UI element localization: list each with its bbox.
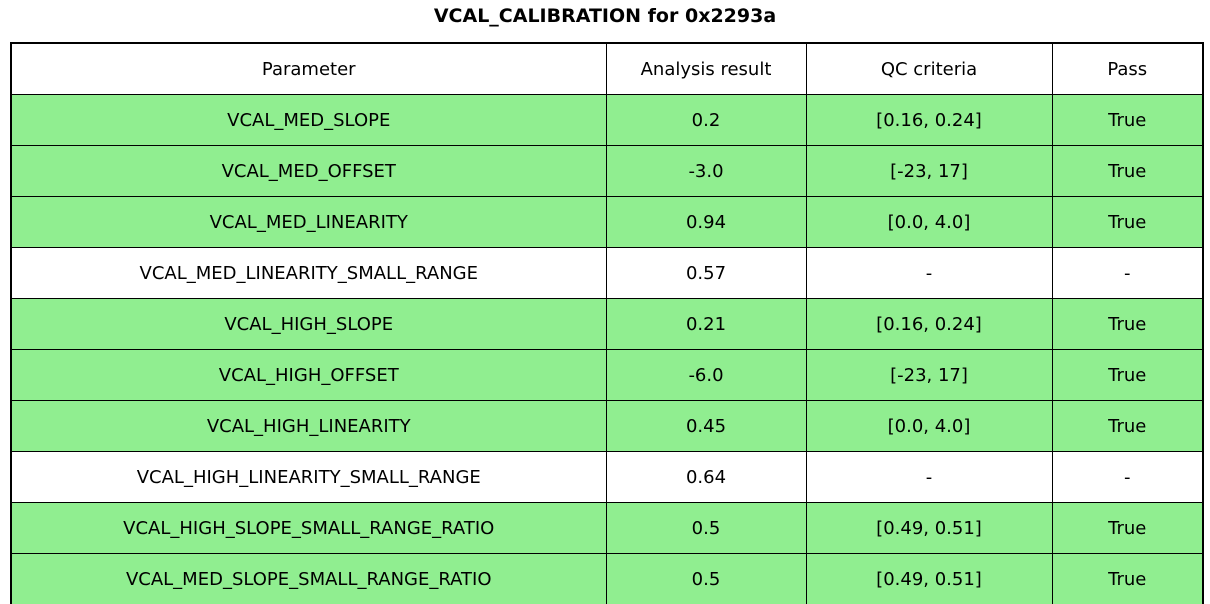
page-title: VCAL_CALIBRATION for 0x2293a [433,5,777,27]
cell-analysis-result: 0.45 [605,400,807,452]
cell-pass: True [1051,196,1204,248]
col-header-qc-criteria: QC criteria [805,42,1053,95]
table-row: VCAL_MED_LINEARITY_SMALL_RANGE 0.57- - [10,247,1204,299]
table-row: VCAL_HIGH_LINEARITY_SMALL_RANGE 0.64- - [10,451,1204,503]
cell-analysis-result: 0.64 [605,451,807,503]
cell-pass: True [1051,502,1204,554]
cell-qc-criteria: [-23, 17] [805,349,1053,401]
cell-parameter: VCAL_HIGH_LINEARITY_SMALL_RANGE [10,451,607,503]
table-row: VCAL_HIGH_SLOPE 0.21 [0.16, 0.24] True [10,298,1204,350]
cell-parameter: VCAL_HIGH_SLOPE [10,298,607,350]
cell-pass: True [1051,553,1204,604]
cell-parameter: VCAL_HIGH_SLOPE_SMALL_RANGE_RATIO [10,502,607,554]
cell-parameter: VCAL_HIGH_LINEARITY [10,400,607,452]
cell-analysis-result: 0.21 [605,298,807,350]
cell-pass: - [1051,451,1204,503]
cell-parameter: VCAL_HIGH_OFFSET [10,349,607,401]
table-row: VCAL_HIGH_SLOPE_SMALL_RANGE_RATIO 0.5 [0.4… [10,502,1204,554]
cell-qc-criteria: - [805,247,1053,299]
col-header-analysis-result: Analysis result [605,42,807,95]
col-header-pass: Pass [1051,42,1204,95]
cell-qc-criteria: [0.0, 4.0] [805,196,1053,248]
table-row: VCAL_HIGH_OFFSET -6.0 [-23, 17] True [10,349,1204,401]
cell-pass: True [1051,145,1204,197]
cell-qc-criteria: [0.16, 0.24] [805,94,1053,146]
cell-analysis-result: 0.5 [605,502,807,554]
cell-analysis-result: 0.94 [605,196,807,248]
table-row: VCAL_MED_SLOPE_SMALL_RANGE_RATIO 0.5 [0.49… [10,553,1204,604]
cell-analysis-result: 0.57 [605,247,807,299]
cell-qc-criteria: [0.16, 0.24] [805,298,1053,350]
cell-analysis-result: -3.0 [605,145,807,197]
cell-qc-criteria: [0.0, 4.0] [805,400,1053,452]
cell-pass: True [1051,298,1204,350]
table-row: VCAL_MED_OFFSET -3.0 [-23, 17] True [10,145,1204,197]
table-row: VCAL_HIGH_LINEARITY 0.45 [0.0, 4.0] True [10,400,1204,452]
cell-analysis-result: 0.2 [605,94,807,146]
header-row: Parameter Analysis result QC criteria Pa… [10,42,1204,95]
cell-parameter: VCAL_MED_OFFSET [10,145,607,197]
cell-pass: True [1051,94,1204,146]
cell-parameter: VCAL_MED_SLOPE [10,94,607,146]
cell-pass: True [1051,349,1204,401]
cell-qc-criteria: [0.49, 0.51] [805,502,1053,554]
table-row: VCAL_MED_SLOPE 0.2 [0.16, 0.24] True [10,94,1204,146]
cell-pass: True [1051,400,1204,452]
table-row: VCAL_MED_LINEARITY 0.94 [0.0, 4.0] True [10,196,1204,248]
cell-parameter: VCAL_MED_LINEARITY_SMALL_RANGE [10,247,607,299]
qc-table: Parameter Analysis result QC criteria Pa… [10,42,1204,604]
qc-table-body: VCAL_MED_SLOPE 0.2 [0.16, 0.24] True VCAL_ME… [10,94,1204,604]
cell-parameter: VCAL_MED_LINEARITY [10,196,607,248]
cell-qc-criteria: [0.49, 0.51] [805,553,1053,604]
cell-pass: - [1051,247,1204,299]
cell-analysis-result: 0.5 [605,553,807,604]
cell-qc-criteria: - [805,451,1053,503]
cell-parameter: VCAL_MED_SLOPE_SMALL_RANGE_RATIO [10,553,607,604]
cell-analysis-result: -6.0 [605,349,807,401]
cell-qc-criteria: [-23, 17] [805,145,1053,197]
col-header-parameter: Parameter [10,42,607,95]
